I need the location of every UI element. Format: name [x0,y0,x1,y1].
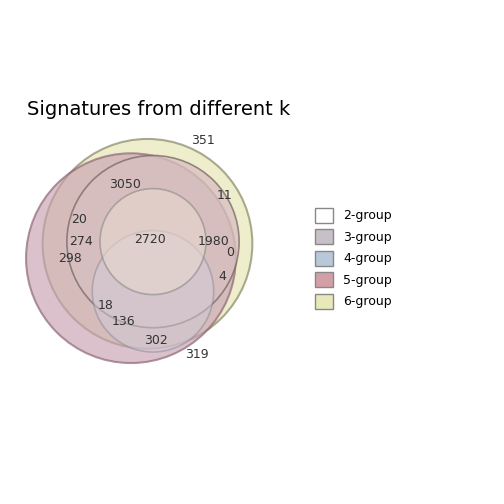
Text: 351: 351 [191,134,215,147]
Text: 319: 319 [185,348,209,361]
Text: 11: 11 [217,189,233,202]
Text: 0: 0 [226,246,234,259]
Circle shape [43,139,253,349]
Circle shape [100,188,206,295]
Text: 136: 136 [111,314,135,328]
Text: 302: 302 [145,335,168,347]
Legend: 2-group, 3-group, 4-group, 5-group, 6-group: 2-group, 3-group, 4-group, 5-group, 6-gr… [308,201,398,315]
Text: 2720: 2720 [134,233,165,246]
Text: 3050: 3050 [109,178,141,191]
Text: 18: 18 [98,299,113,312]
Text: 1980: 1980 [198,235,230,248]
Circle shape [92,230,214,352]
Circle shape [67,156,239,328]
Text: 298: 298 [58,251,82,265]
Text: 20: 20 [71,213,87,226]
Text: 274: 274 [70,235,93,248]
Text: 4: 4 [219,271,226,283]
Title: Signatures from different k: Signatures from different k [27,100,290,118]
Circle shape [26,153,236,363]
